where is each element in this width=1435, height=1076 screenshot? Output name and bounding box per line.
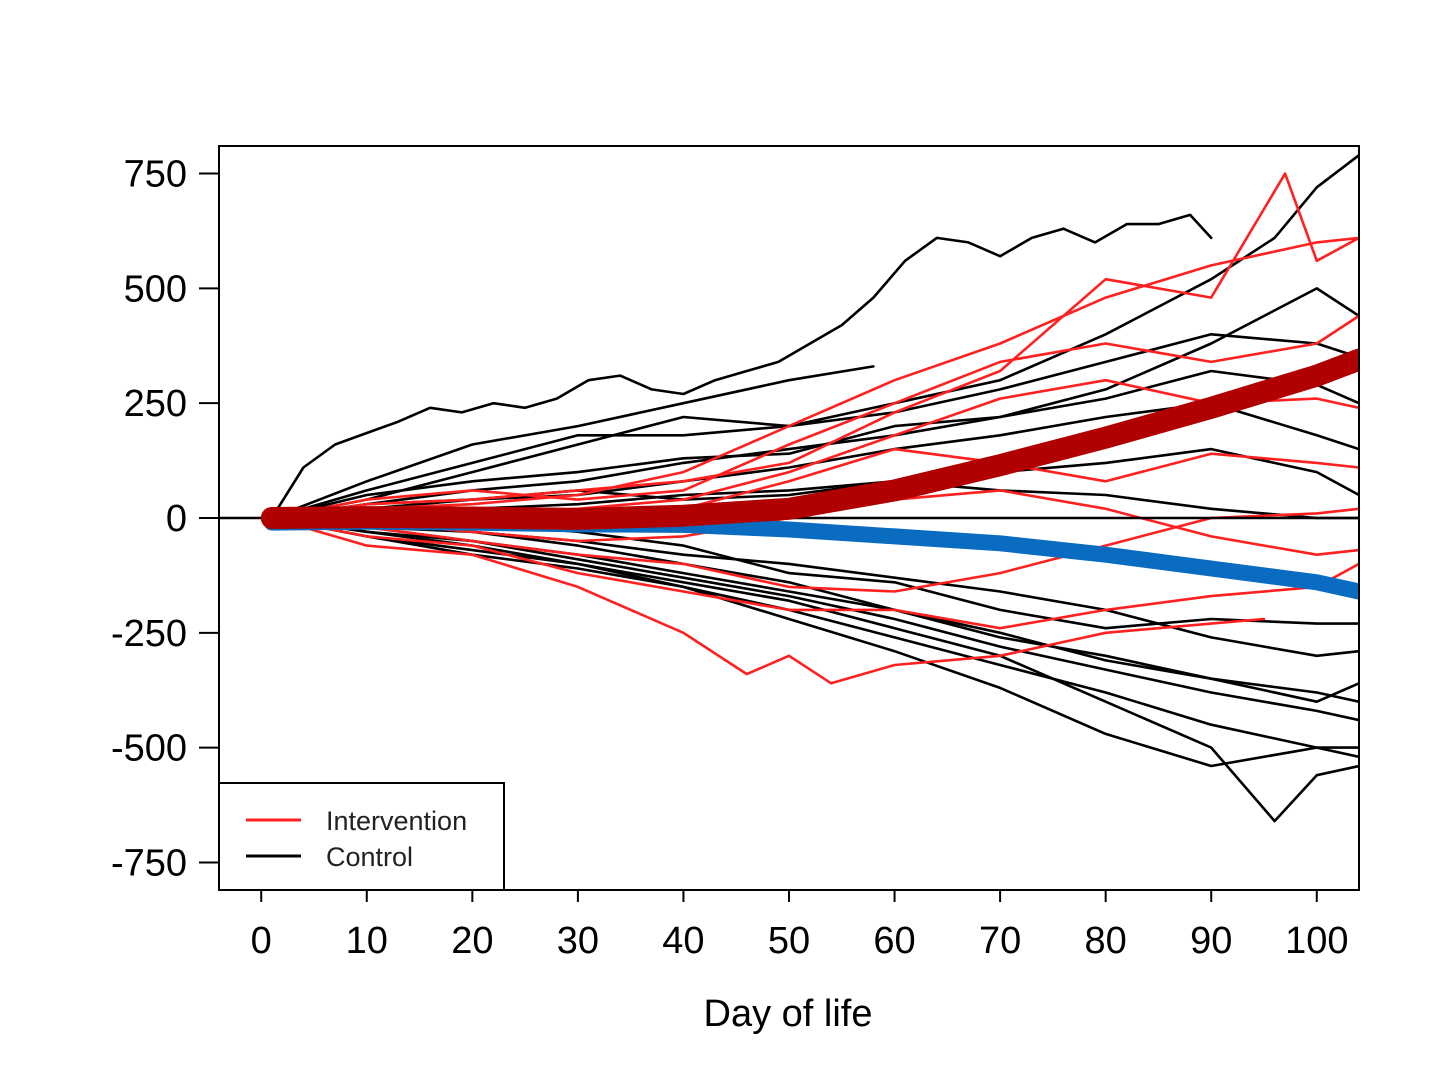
intervention-line-18 [270,236,1359,520]
control-line-11 [270,516,1359,759]
control-line-15 [270,516,1359,768]
x-tick-label-40: 40 [662,920,704,962]
x-axis: 0 10 20 30 40 50 60 70 80 90 100 [251,890,1348,962]
x-tick-label-30: 30 [557,920,599,962]
x-tick-label-80: 80 [1085,920,1127,962]
legend-box [218,782,505,891]
trend-lines [260,348,1359,600]
x-tick-label-90: 90 [1190,920,1232,962]
x-axis-title: Day of life [704,993,873,1035]
legend-label-control: Control [326,842,413,872]
control-line-0 [270,213,1213,520]
y-tick-label-250: 250 [124,383,187,425]
x-tick-label-100: 100 [1285,920,1348,962]
legend: Intervention Control [218,782,505,891]
intervention-line-19 [270,314,1359,520]
y-tick-label-500: 500 [124,268,187,310]
y-tick-label-750: 750 [124,154,187,196]
x-tick-label-70: 70 [979,920,1021,962]
y-tick-label-0: 0 [166,498,187,540]
x-tick-label-50: 50 [768,920,810,962]
x-tick-label-10: 10 [346,920,388,962]
intervention-line-23 [270,516,1359,630]
y-axis: 750 500 250 0 -250 -500 -750 [111,154,219,884]
intervention-line-24 [270,516,1266,685]
y-tick-label--500: -500 [111,728,187,770]
legend-label-intervention: Intervention [326,806,467,836]
control-line-4 [270,332,1359,520]
x-tick-label-0: 0 [251,920,272,962]
intervention-trend-line [260,348,1359,530]
y-tick-label--750: -750 [111,842,187,884]
x-tick-label-20: 20 [451,920,493,962]
x-tick-label-60: 60 [873,920,915,962]
individual-lines [270,153,1359,823]
control-line-3 [270,365,875,520]
intervention-line-17 [270,172,1359,520]
control-line-2 [270,287,1359,520]
y-tick-label--250: -250 [111,613,187,655]
